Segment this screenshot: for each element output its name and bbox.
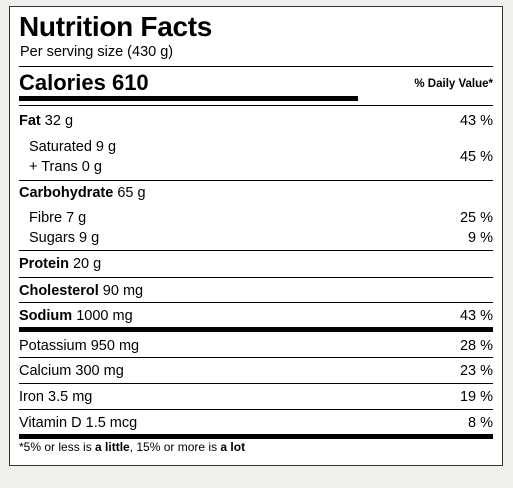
footnote: *5% or less is a little, 15% or more is … (19, 440, 245, 454)
footnote-emphasis: a little (95, 440, 130, 454)
calories-line: Calories 610 (19, 70, 149, 96)
calories-label: Calories (19, 70, 106, 95)
label-title: Nutrition Facts (19, 11, 213, 42)
calories-bar (19, 96, 358, 101)
divider (19, 66, 493, 67)
nutrient-amount: 9 g (95, 139, 117, 155)
footnote-text: *5% or less is (19, 440, 96, 454)
divider (19, 180, 493, 181)
divider (19, 105, 493, 106)
daily-value: 25 % (459, 210, 493, 226)
divider (19, 357, 493, 358)
nutrition-facts-label: Nutrition Facts Per serving size (430 g)… (9, 6, 503, 466)
nutrient-amount: 0 g (81, 159, 102, 175)
nutrient-amount: 20 g (72, 256, 102, 272)
nutrient-name: Fibre (29, 210, 63, 226)
daily-value: 45 % (459, 149, 493, 165)
nutrient-amount: 950 mg (90, 338, 140, 354)
nutrient-name: Carbohydrate (19, 185, 114, 201)
nutrient-amount: 32 g (44, 113, 74, 129)
daily-value: 19 % (459, 389, 493, 405)
daily-value: 9 % (468, 230, 493, 246)
thick-divider (19, 327, 493, 332)
divider (19, 383, 493, 384)
nutrient-amount: 1.5 mcg (85, 415, 138, 431)
divider (19, 302, 493, 303)
footnote-text: , 15% or more is (129, 440, 221, 454)
nutrient-amount: 90 mg (102, 283, 144, 299)
nutrient-amount: 300 mg (75, 363, 124, 379)
thick-divider (19, 434, 493, 439)
daily-value: 23 % (459, 363, 493, 379)
nutrient-name: Iron (19, 389, 44, 405)
nutrient-name: Sugars (29, 230, 75, 246)
nutrient-name: + Trans (29, 159, 78, 175)
nutrient-amount: 9 g (78, 230, 100, 246)
footnote-emphasis: a lot (220, 440, 246, 454)
divider (19, 277, 493, 278)
nutrient-amount: 7 g (66, 210, 87, 226)
nutrient-name: Sodium (19, 308, 73, 324)
daily-value: 43 % (459, 113, 493, 129)
daily-value: 43 % (459, 308, 493, 324)
daily-value: 28 % (459, 338, 493, 354)
calories-value: 610 (111, 70, 149, 95)
divider (19, 409, 493, 410)
divider (19, 250, 493, 251)
daily-value-header: % Daily Value* (414, 78, 493, 90)
nutrient-name: Protein (19, 256, 69, 272)
serving-size: Per serving size (430 g) (20, 44, 174, 60)
nutrient-amount: 1000 mg (76, 308, 133, 324)
nutrient-name: Calcium (19, 363, 72, 379)
nutrient-name: Potassium (19, 338, 87, 354)
nutrient-name: Fat (19, 113, 41, 129)
nutrient-amount: 65 g (117, 185, 146, 201)
nutrient-name: Saturated (29, 139, 92, 155)
nutrient-name: Cholesterol (19, 283, 99, 299)
nutrient-name: Vitamin D (19, 415, 82, 431)
nutrient-amount: 3.5 mg (48, 389, 93, 405)
daily-value: 8 % (468, 415, 493, 431)
